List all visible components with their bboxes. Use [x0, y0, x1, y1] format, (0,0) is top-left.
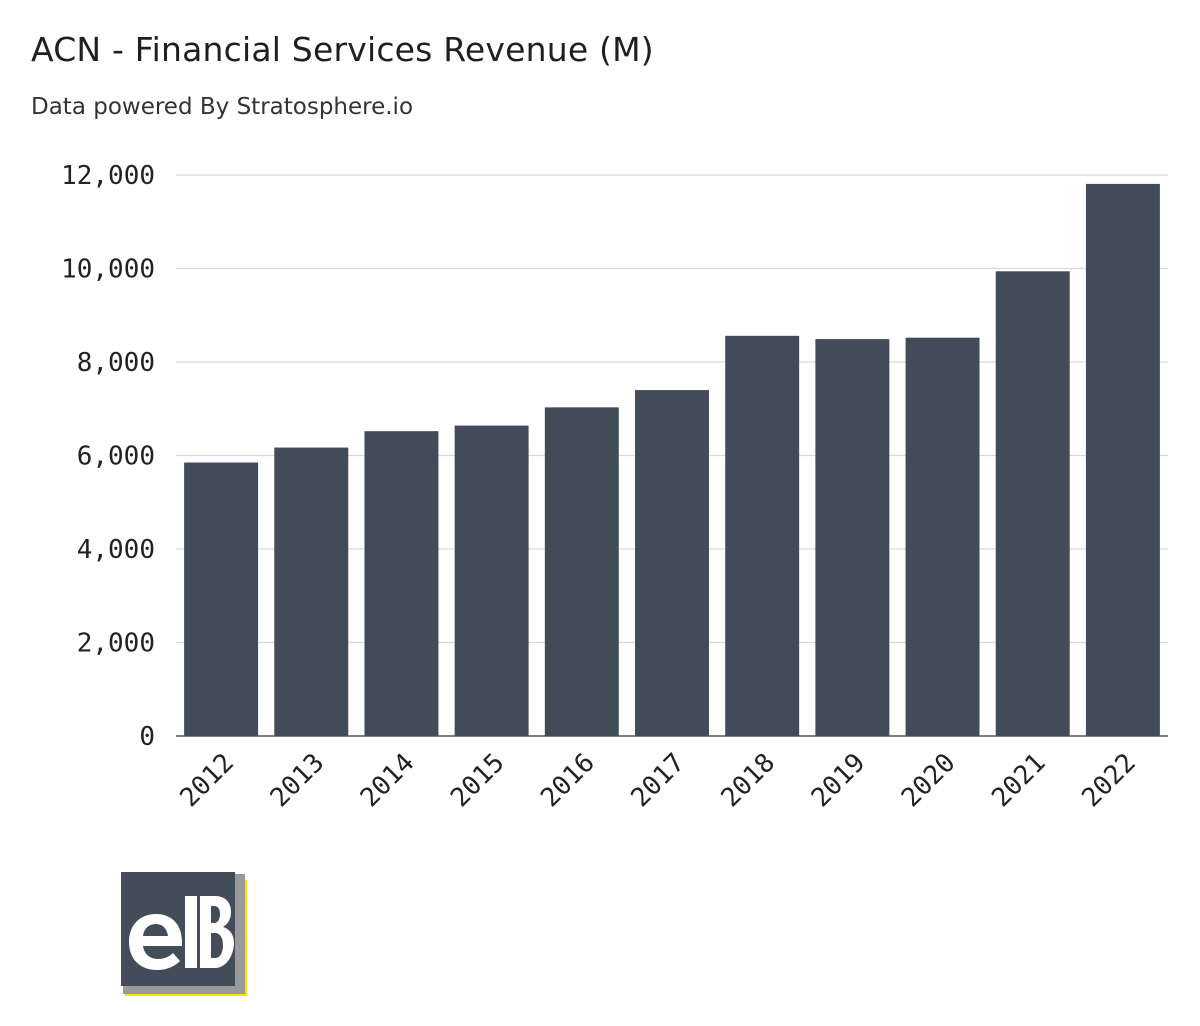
- bar-2019: [815, 339, 890, 736]
- bar-2020: [905, 337, 980, 736]
- bar-2021: [995, 271, 1070, 736]
- x-tick-label: 2021: [986, 748, 1051, 813]
- x-tick-label: 2020: [896, 748, 961, 813]
- y-tick-label: 6,000: [77, 442, 155, 472]
- x-tick-label: 2022: [1076, 748, 1141, 813]
- x-tick-label: 2017: [625, 748, 690, 813]
- bars: [184, 183, 1160, 736]
- chart-title: ACN - Financial Services Revenue (M): [31, 30, 654, 69]
- bar-2015: [454, 425, 529, 736]
- x-tick-label: 2012: [175, 748, 240, 813]
- x-axis: 2012 2013 2014 2015 2016 2017 2018 2019 2020 2021…: [175, 748, 1142, 813]
- bar-2022: [1085, 183, 1160, 736]
- bar-2018: [725, 335, 800, 736]
- y-tick-label: 8,000: [77, 348, 155, 378]
- x-tick-label: 2015: [445, 748, 510, 813]
- y-tick-label: 4,000: [77, 535, 155, 565]
- bar-2013: [274, 447, 349, 736]
- y-tick-label: 10,000: [61, 255, 155, 285]
- x-tick-label: 2016: [535, 748, 600, 813]
- chart-subtitle: Data powered By Stratosphere.io: [31, 94, 414, 120]
- logo-letter-e: [129, 914, 182, 970]
- logo-letter-l: [185, 896, 197, 968]
- y-axis: 0 2,000 4,000 6,000 8,000 10,000 12,000: [61, 161, 155, 752]
- bar-2016: [544, 407, 619, 736]
- y-tick-label: 12,000: [61, 161, 155, 191]
- bar-2014: [364, 431, 439, 736]
- eb-logo: [121, 872, 247, 996]
- x-tick-label: 2014: [355, 748, 420, 813]
- bar-2012: [184, 462, 259, 736]
- x-tick-label: 2013: [265, 748, 330, 813]
- bar-2017: [635, 390, 709, 736]
- y-tick-label: 2,000: [77, 629, 155, 659]
- x-tick-label: 2019: [806, 748, 871, 813]
- x-tick-label: 2018: [716, 748, 781, 813]
- y-tick-label: 0: [139, 722, 155, 752]
- logo-letter-b: [200, 896, 234, 968]
